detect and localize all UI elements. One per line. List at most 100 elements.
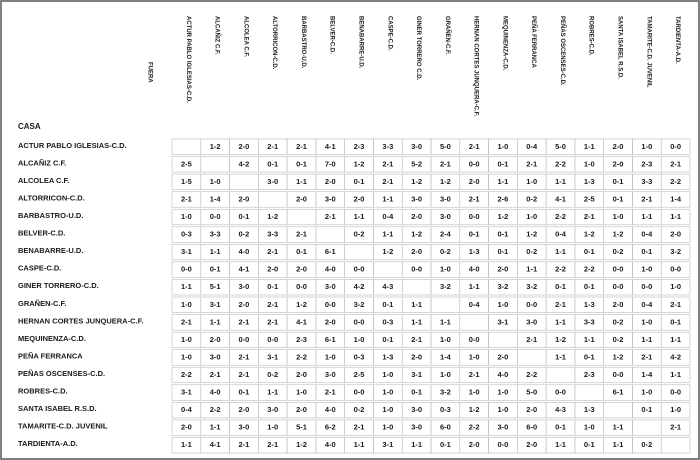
result: 4-0 <box>239 247 250 256</box>
result: 1-5 <box>181 177 192 186</box>
result: 0-0 <box>670 142 681 151</box>
result: 1-0 <box>641 142 652 151</box>
result: 1-0 <box>382 423 393 432</box>
result: 1-1 <box>584 335 595 344</box>
result: 1-2 <box>296 300 307 309</box>
result: 6-1 <box>325 335 336 344</box>
result: 1-0 <box>382 405 393 414</box>
result: 0-1 <box>584 440 595 449</box>
result: 1-0 <box>498 300 509 309</box>
row-label: SANTA ISABEL R.S.D. <box>18 404 97 413</box>
result: 3-2 <box>354 300 365 309</box>
result: 4-0 <box>210 388 221 397</box>
result: 1-2 <box>267 212 278 221</box>
result: 4-1 <box>296 317 307 326</box>
result: 2-0 <box>181 423 192 432</box>
cell-border <box>660 261 691 278</box>
result: 3-0 <box>440 212 451 221</box>
result: 2-2 <box>555 212 566 221</box>
result: 4-3 <box>555 405 566 414</box>
result: 1-0 <box>498 388 509 397</box>
result: 2-1 <box>670 423 681 432</box>
result: 2-1 <box>670 159 681 168</box>
column-header: PEÑAS OSCENSES-C.D. <box>559 16 566 86</box>
result: 4-1 <box>239 265 250 274</box>
result: 0-1 <box>354 177 365 186</box>
cell-border <box>660 314 691 331</box>
result: 0-0 <box>613 265 624 274</box>
result: 3-0 <box>325 370 336 379</box>
result: 5-2 <box>411 159 422 168</box>
result: 1-0 <box>526 177 537 186</box>
result: 5-0 <box>440 142 451 151</box>
result: 2-1 <box>411 335 422 344</box>
result: 3-0 <box>267 177 278 186</box>
result: 2-0 <box>296 370 307 379</box>
result: 0-1 <box>498 159 509 168</box>
result: 0-4 <box>181 405 193 414</box>
result: 2-2 <box>555 265 566 274</box>
result: 3-1 <box>210 300 221 309</box>
result: 1-1 <box>382 194 393 203</box>
result: 3-2 <box>498 282 509 291</box>
result: 2-0 <box>239 142 250 151</box>
result: 4-0 <box>325 405 336 414</box>
result: 0-1 <box>267 282 278 291</box>
row-label: MEQUINENZA-C.D. <box>18 334 86 343</box>
row-label: PEÑAS OSCENSES-C.D. <box>18 369 105 378</box>
result: 2-1 <box>469 370 480 379</box>
result: 1-1 <box>210 317 221 326</box>
result: 0-2 <box>526 247 537 256</box>
result: 3-3 <box>641 177 652 186</box>
result: 1-1 <box>584 142 595 151</box>
away-label: FUERA <box>146 62 152 83</box>
result: 0-0 <box>670 265 681 274</box>
result: 1-2 <box>296 440 307 449</box>
result: 1-1 <box>267 388 278 397</box>
row-label: ALTORRICON-C.D. <box>18 193 85 202</box>
result: 5-0 <box>555 142 566 151</box>
result: 0-2 <box>267 370 278 379</box>
result: 3-0 <box>267 405 278 414</box>
result: 1-0 <box>670 405 681 414</box>
result: 3-1 <box>181 388 192 397</box>
result: 2-3 <box>584 370 595 379</box>
result: 3-0 <box>210 352 221 361</box>
result: 1-3 <box>584 405 595 414</box>
result: 2-0 <box>469 440 480 449</box>
result: 2-0 <box>267 265 278 274</box>
result: 2-0 <box>296 405 307 414</box>
row-label: BARBASTRO-U.D. <box>18 211 83 220</box>
result: 2-1 <box>469 194 480 203</box>
result: 1-0 <box>440 335 451 344</box>
result: 4-1 <box>210 440 221 449</box>
result: 0-3 <box>354 352 365 361</box>
result: 2-5 <box>584 194 595 203</box>
result: 2-0 <box>296 194 307 203</box>
result: 3-1 <box>181 247 192 256</box>
result: 2-1 <box>267 300 278 309</box>
result: 2-1 <box>325 212 336 221</box>
result: 3-3 <box>267 230 278 239</box>
column-header: BARBASTRO-U.D. <box>300 16 306 69</box>
result: 1-4 <box>670 194 682 203</box>
result: 1-1 <box>555 247 566 256</box>
result: 2-0 <box>411 247 422 256</box>
result: 3-1 <box>267 352 278 361</box>
row-label: HERNAN CORTES JUNQUERA-C.F. <box>18 316 143 325</box>
result: 2-0 <box>239 405 250 414</box>
result: 0-2 <box>526 194 537 203</box>
result: 1-2 <box>382 247 393 256</box>
result: 0-0 <box>469 159 480 168</box>
result: 0-0 <box>181 265 192 274</box>
result: 1-1 <box>354 440 365 449</box>
result: 0-1 <box>641 247 652 256</box>
result: 1-1 <box>411 300 422 309</box>
result: 1-1 <box>670 370 681 379</box>
result: 0-1 <box>555 423 566 432</box>
result: 1-1 <box>641 212 652 221</box>
result: 0-1 <box>555 282 566 291</box>
result: 2-2 <box>670 177 681 186</box>
result: 2-1 <box>181 194 192 203</box>
result: 1-1 <box>210 423 221 432</box>
